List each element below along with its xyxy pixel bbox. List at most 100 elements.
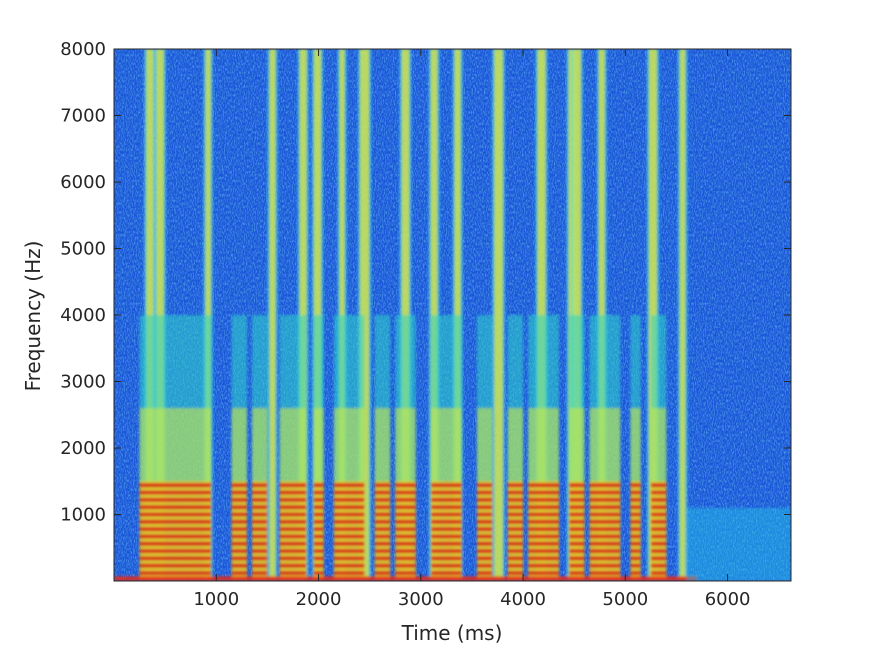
harmonic-band [431,512,462,517]
harmonic-band [139,519,212,524]
harmonic-band [374,541,391,546]
harmonic-band [528,512,559,517]
harmonic-band [569,549,585,554]
y-tick-label: 4000 [60,305,106,326]
harmonic-band [589,483,621,488]
harmonic-band [139,556,212,561]
harmonic-band [589,527,621,532]
harmonic-band [279,556,307,561]
harmonic-band [477,571,493,576]
harmonic-band [630,527,641,532]
harmonic-band [589,534,621,539]
harmonic-band [252,556,268,561]
harmonic-band [313,519,324,524]
harmonic-band [374,556,391,561]
harmonic-band [589,505,621,510]
harmonic-band [650,483,667,488]
harmonic-band [589,571,621,576]
harmonic-band [313,505,324,510]
harmonic-band [279,512,307,517]
harmonic-band [252,534,268,539]
harmonic-band [374,571,391,576]
harmonic-band [528,549,559,554]
harmonic-band [139,563,212,568]
broadband-burst [679,49,686,581]
harmonic-band [139,490,212,495]
harmonic-band [139,505,212,510]
harmonic-band [231,541,247,546]
harmonic-band [569,563,585,568]
harmonic-band [374,497,391,502]
harmonic-band [569,512,585,517]
harmonic-band [589,512,621,517]
harmonic-band [279,519,307,524]
harmonic-band [374,534,391,539]
harmonic-band [313,483,324,488]
harmonic-band [252,571,268,576]
harmonic-band [528,527,559,532]
harmonic-band [333,490,365,495]
harmonic-band [279,563,307,568]
y-tick-label: 1000 [60,505,106,526]
harmonic-band [569,541,585,546]
harmonic-band [431,571,462,576]
harmonic-band [589,549,621,554]
harmonic-band [395,527,416,532]
harmonic-band [589,541,621,546]
harmonic-band [313,571,324,576]
harmonic-band [507,527,524,532]
harmonic-band [569,519,585,524]
harmonic-band [650,527,667,532]
harmonic-band [569,534,585,539]
harmonic-band [477,483,493,488]
harmonic-band [333,519,365,524]
harmonic-band [630,563,641,568]
harmonic-band [477,490,493,495]
harmonic-band [279,497,307,502]
harmonic-band [279,527,307,532]
harmonic-band [431,527,462,532]
harmonic-band [252,512,268,517]
harmonic-band [231,556,247,561]
harmonic-band [231,490,247,495]
harmonic-band [279,549,307,554]
broadband-burst [494,49,503,581]
harmonic-band [279,571,307,576]
harmonic-band [374,490,391,495]
harmonic-band [431,505,462,510]
harmonic-band [231,497,247,502]
harmonic-band [477,527,493,532]
harmonic-band [395,490,416,495]
harmonic-band [528,563,559,568]
y-tick-label: 8000 [60,39,106,60]
harmonic-band [528,519,559,524]
harmonic-band [333,512,365,517]
x-tick-label: 1000 [193,589,239,610]
harmonic-band [650,497,667,502]
harmonic-band [231,512,247,517]
harmonic-band [431,519,462,524]
harmonic-band [139,571,212,576]
harmonic-band [569,483,585,488]
harmonic-band [252,541,268,546]
harmonic-band [477,549,493,554]
harmonic-band [431,490,462,495]
harmonic-band [333,541,365,546]
harmonic-band [333,505,365,510]
harmonic-band [630,512,641,517]
harmonic-band [507,571,524,576]
harmonic-band [528,483,559,488]
harmonic-band [569,497,585,502]
harmonic-band [650,549,667,554]
harmonic-band [507,505,524,510]
harmonic-band [630,497,641,502]
harmonic-band [650,519,667,524]
harmonic-band [313,512,324,517]
harmonic-band [333,483,365,488]
harmonic-band [477,541,493,546]
harmonic-band [528,505,559,510]
y-tick-label: 3000 [60,372,106,393]
harmonic-band [507,490,524,495]
harmonic-band [569,556,585,561]
x-tick-label: 3000 [398,589,444,610]
